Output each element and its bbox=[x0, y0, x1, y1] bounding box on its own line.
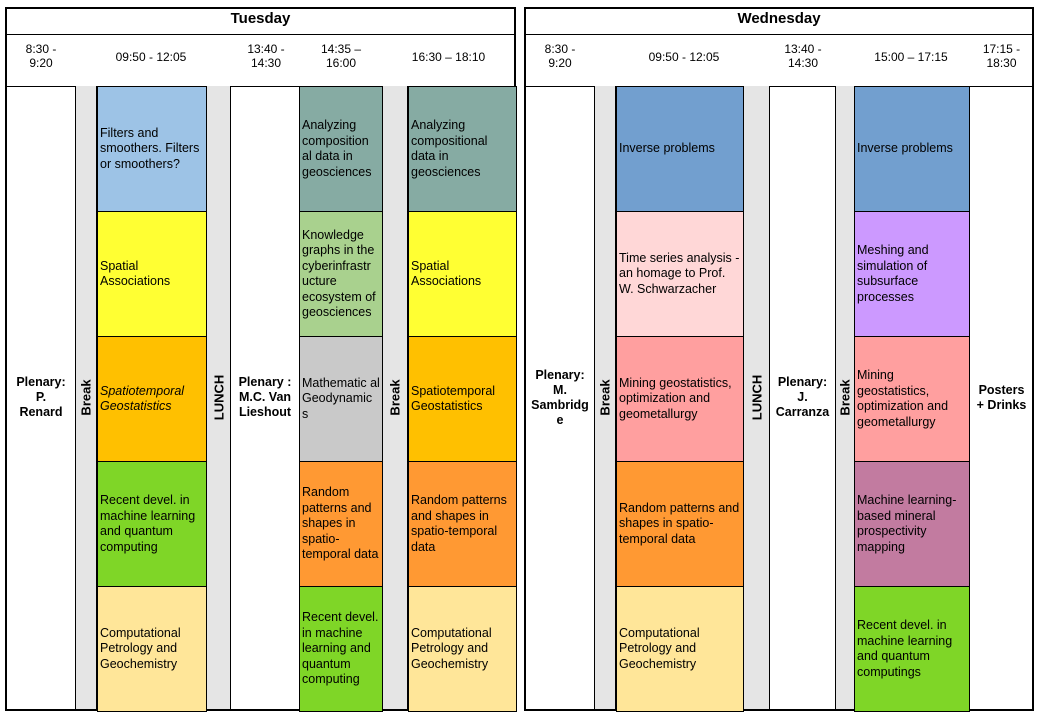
break-bar bbox=[75, 86, 97, 709]
lunch-label: LUNCH bbox=[211, 374, 226, 421]
session-title: Recent devel. in machine learning and qu… bbox=[100, 493, 196, 554]
time-slot: 8:30 - 9:20 bbox=[544, 42, 576, 70]
time-slot: 09:50 - 12:05 bbox=[648, 50, 720, 64]
session-block: Computational Petrology and Geochemistry bbox=[97, 586, 207, 712]
wednesday-panel: Wednesday 8:30 - 9:20 09:50 - 12:05 13:4… bbox=[524, 7, 1034, 712]
session-block: Spatial Associations bbox=[97, 211, 207, 337]
session-title: Random patterns and shapes in spatio-tem… bbox=[302, 485, 379, 562]
session-title: Time series analysis - an homage to Prof… bbox=[619, 250, 740, 296]
header-divider bbox=[7, 86, 514, 87]
session-title: Recent devel. in machine learning and qu… bbox=[857, 618, 953, 679]
session-block: Meshing and simulation of subsurface pro… bbox=[854, 211, 970, 337]
time-slot: 8:30 - 9:20 bbox=[25, 42, 57, 70]
break-label: Break bbox=[597, 379, 613, 416]
session-block: Random patterns and shapes in spatio-tem… bbox=[616, 461, 744, 587]
session-block: Inverse problems bbox=[616, 86, 744, 212]
session-title: Random patterns and shapes in spatio-tem… bbox=[619, 500, 740, 546]
session-title: Machine learning-based mineral prospecti… bbox=[857, 493, 957, 554]
plenary-session: Plenary: M. Sambridg e bbox=[531, 367, 589, 427]
session-block: Random patterns and shapes in spatio-tem… bbox=[299, 461, 383, 587]
session-title: Computational Petrology and Geochemistry bbox=[411, 625, 492, 671]
break-label: Break bbox=[387, 379, 403, 416]
time-slot: 09:50 - 12:05 bbox=[115, 50, 187, 64]
time-slot: 13:40 - 14:30 bbox=[784, 42, 822, 70]
plenary-session: Plenary : M.C. Van Lieshout bbox=[238, 375, 292, 419]
time-slot: 16:30 – 18:10 bbox=[411, 50, 486, 64]
title-divider bbox=[526, 34, 1032, 35]
session-block: Spatiotemporal Geostatistics bbox=[97, 336, 207, 462]
session-title: Inverse problems bbox=[619, 141, 715, 156]
lunch-label: LUNCH bbox=[749, 374, 764, 421]
title-divider bbox=[7, 34, 514, 35]
session-block: Recent devel. in machine learning and qu… bbox=[299, 586, 383, 712]
session-title: Analyzing compositional data in geoscien… bbox=[411, 118, 488, 179]
lunch-bar bbox=[743, 86, 770, 709]
session-title: Analyzing composition al data in geoscie… bbox=[302, 118, 372, 179]
lunch-bar bbox=[206, 86, 231, 709]
session-title: Mining geostatistics, optimization and g… bbox=[857, 368, 949, 429]
session-title: Spatiotemporal Geostatistics bbox=[100, 383, 185, 414]
header-divider bbox=[526, 86, 1032, 87]
session-title: Computational Petrology and Geochemistry bbox=[100, 625, 181, 671]
time-slot: 13:40 - 14:30 bbox=[247, 42, 285, 70]
session-block: Filters and smoothers. Filters or smooth… bbox=[97, 86, 207, 212]
plenary-session: Plenary: J. Carranza bbox=[775, 375, 830, 419]
break-bar bbox=[594, 86, 616, 709]
column-divider bbox=[969, 86, 970, 709]
day-title: Tuesday bbox=[230, 10, 291, 27]
time-slot: 14:35 – 16:00 bbox=[320, 42, 362, 70]
day-title: Wednesday bbox=[737, 10, 821, 27]
session-block: Spatial Associations bbox=[408, 211, 517, 337]
session-block: Mining geostatistics, optimization and g… bbox=[854, 336, 970, 462]
session-block: Knowledge graphs in the cyberinfrastr uc… bbox=[299, 211, 383, 337]
plenary-session: Plenary: P. Renard bbox=[16, 375, 66, 419]
session-block: Computational Petrology and Geochemistry bbox=[408, 586, 517, 712]
time-slot: 17:15 - 18:30 bbox=[982, 42, 1021, 70]
session-title: Spatial Associations bbox=[100, 258, 171, 289]
session-block: Recent devel. in machine learning and qu… bbox=[854, 586, 970, 712]
time-slot: 15:00 – 17:15 bbox=[874, 50, 948, 64]
session-block: Computational Petrology and Geochemistry bbox=[616, 586, 744, 712]
session-title: Filters and smoothers. Filters or smooth… bbox=[100, 125, 200, 171]
break-bar bbox=[382, 86, 408, 709]
break-label: Break bbox=[837, 379, 853, 416]
session-block: Recent devel. in machine learning and qu… bbox=[97, 461, 207, 587]
session-block: Mining geostatistics, optimization and g… bbox=[616, 336, 744, 462]
session-title: Mathematic al Geodynamic s bbox=[302, 375, 380, 421]
session-block: Time series analysis - an homage to Prof… bbox=[616, 211, 744, 337]
session-block: Random patterns and shapes in spatio-tem… bbox=[408, 461, 517, 587]
break-label: Break bbox=[78, 379, 94, 416]
session-title: Inverse problems bbox=[857, 141, 953, 156]
session-title: Computational Petrology and Geochemistry bbox=[619, 625, 700, 671]
session-title: Mining geostatistics, optimization and g… bbox=[619, 375, 732, 421]
session-block: Spatiotemporal Geostatistics bbox=[408, 336, 517, 462]
session-block: Analyzing compositional data in geoscien… bbox=[408, 86, 517, 212]
posters-session: Posters + Drinks bbox=[976, 382, 1027, 412]
session-title: Meshing and simulation of subsurface pro… bbox=[857, 243, 929, 304]
tuesday-panel: Tuesday 8:30 - 9:20 09:50 - 12:05 13:40 … bbox=[5, 7, 517, 712]
session-block: Analyzing composition al data in geoscie… bbox=[299, 86, 383, 212]
session-block: Machine learning-based mineral prospecti… bbox=[854, 461, 970, 587]
session-title: Random patterns and shapes in spatio-tem… bbox=[411, 493, 507, 554]
session-title: Spatial Associations bbox=[411, 258, 482, 289]
session-block: Mathematic al Geodynamic s bbox=[299, 336, 383, 462]
session-title: Spatiotemporal Geostatistics bbox=[411, 383, 496, 414]
session-block: Inverse problems bbox=[854, 86, 970, 212]
session-title: Knowledge graphs in the cyberinfrastr uc… bbox=[302, 227, 376, 320]
session-title: Recent devel. in machine learning and qu… bbox=[302, 610, 379, 687]
